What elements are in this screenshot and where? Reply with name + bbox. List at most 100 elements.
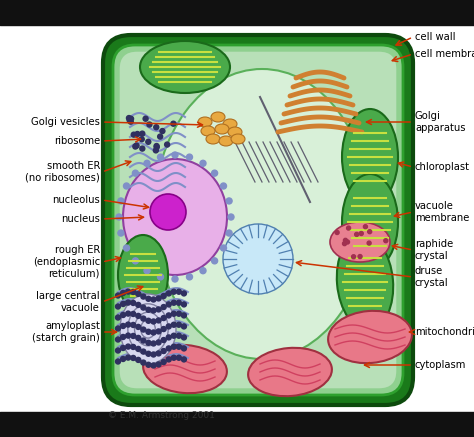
- Ellipse shape: [342, 109, 398, 205]
- Circle shape: [139, 137, 144, 142]
- Ellipse shape: [118, 235, 168, 315]
- Text: chloroplast: chloroplast: [415, 162, 470, 172]
- Circle shape: [161, 305, 166, 309]
- Circle shape: [147, 122, 152, 127]
- Circle shape: [166, 291, 171, 296]
- Ellipse shape: [201, 126, 215, 136]
- Circle shape: [151, 308, 156, 313]
- Circle shape: [182, 335, 186, 340]
- Circle shape: [176, 355, 182, 360]
- Circle shape: [171, 344, 176, 349]
- Circle shape: [156, 351, 161, 356]
- Circle shape: [116, 214, 122, 220]
- Circle shape: [171, 355, 176, 360]
- Circle shape: [346, 240, 349, 244]
- Circle shape: [166, 335, 171, 340]
- Ellipse shape: [215, 124, 229, 134]
- Circle shape: [146, 340, 151, 345]
- Circle shape: [132, 170, 138, 176]
- Circle shape: [172, 152, 178, 158]
- Circle shape: [146, 329, 151, 334]
- Circle shape: [127, 115, 131, 121]
- Circle shape: [344, 238, 347, 243]
- Ellipse shape: [154, 69, 370, 359]
- Circle shape: [226, 198, 232, 204]
- Circle shape: [176, 311, 182, 316]
- Text: large central
vacuole: large central vacuole: [36, 291, 100, 313]
- Circle shape: [136, 291, 141, 296]
- Ellipse shape: [211, 112, 225, 122]
- Circle shape: [151, 363, 156, 368]
- Ellipse shape: [219, 136, 233, 146]
- Circle shape: [151, 297, 156, 302]
- Circle shape: [124, 183, 129, 189]
- Circle shape: [136, 324, 141, 329]
- Circle shape: [161, 349, 166, 354]
- Circle shape: [120, 346, 126, 350]
- Circle shape: [161, 316, 166, 321]
- Circle shape: [141, 349, 146, 354]
- Circle shape: [154, 125, 159, 130]
- Circle shape: [161, 326, 166, 332]
- Circle shape: [368, 230, 372, 234]
- Circle shape: [132, 258, 138, 264]
- Ellipse shape: [228, 127, 242, 137]
- Circle shape: [176, 289, 182, 294]
- Circle shape: [182, 313, 186, 318]
- Circle shape: [156, 362, 161, 367]
- Circle shape: [176, 333, 182, 338]
- Circle shape: [171, 322, 176, 327]
- Circle shape: [171, 289, 176, 294]
- Circle shape: [131, 355, 136, 361]
- Circle shape: [154, 145, 159, 149]
- Circle shape: [156, 340, 161, 345]
- Circle shape: [151, 352, 156, 357]
- Circle shape: [182, 302, 186, 307]
- Circle shape: [343, 242, 346, 246]
- Circle shape: [120, 312, 126, 317]
- Circle shape: [160, 128, 165, 134]
- Circle shape: [116, 315, 120, 320]
- Circle shape: [186, 154, 192, 160]
- Ellipse shape: [123, 159, 227, 275]
- Circle shape: [131, 289, 136, 295]
- Circle shape: [116, 293, 120, 298]
- Ellipse shape: [248, 348, 332, 396]
- Circle shape: [166, 313, 171, 318]
- Text: amyloplast
(starch grain): amyloplast (starch grain): [32, 321, 100, 343]
- Circle shape: [166, 357, 171, 362]
- Ellipse shape: [120, 294, 176, 364]
- Text: © E.M. Armstrong 2001: © E.M. Armstrong 2001: [108, 410, 215, 420]
- Circle shape: [166, 302, 171, 307]
- Circle shape: [124, 245, 129, 251]
- Ellipse shape: [231, 134, 245, 144]
- Circle shape: [143, 116, 148, 121]
- FancyBboxPatch shape: [113, 45, 403, 395]
- Circle shape: [126, 355, 131, 360]
- Circle shape: [220, 245, 227, 251]
- Circle shape: [128, 119, 133, 124]
- Circle shape: [141, 360, 146, 365]
- Circle shape: [346, 226, 351, 230]
- Circle shape: [156, 318, 161, 323]
- Circle shape: [120, 302, 126, 306]
- Circle shape: [134, 143, 139, 148]
- Circle shape: [166, 324, 171, 329]
- Circle shape: [335, 230, 339, 235]
- Circle shape: [364, 225, 367, 229]
- Circle shape: [151, 319, 156, 324]
- Circle shape: [182, 291, 186, 296]
- Circle shape: [136, 357, 141, 362]
- Circle shape: [171, 300, 176, 305]
- Circle shape: [156, 307, 161, 312]
- Circle shape: [161, 360, 166, 364]
- Circle shape: [135, 132, 140, 136]
- Circle shape: [154, 143, 159, 149]
- Text: vacuole
membrane: vacuole membrane: [415, 201, 469, 223]
- Circle shape: [126, 344, 131, 349]
- Circle shape: [141, 327, 146, 332]
- Circle shape: [154, 148, 158, 153]
- Circle shape: [131, 333, 136, 338]
- Circle shape: [176, 322, 182, 327]
- Circle shape: [161, 337, 166, 343]
